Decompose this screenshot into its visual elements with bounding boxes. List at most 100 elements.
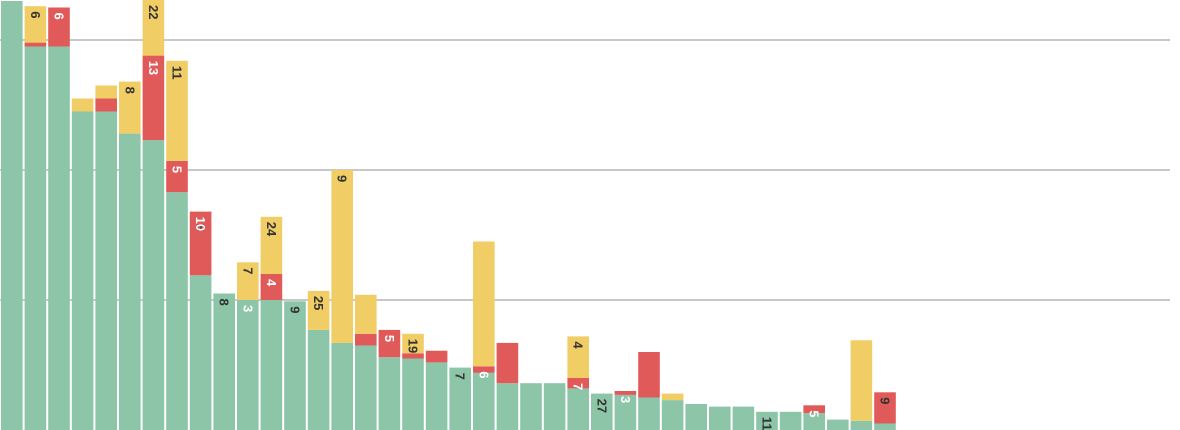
bar-27-red-segment xyxy=(638,352,660,398)
bar-10-yellow-segment xyxy=(237,262,259,300)
bar-22-base-segment xyxy=(520,383,542,430)
data-label-bar-24-yellow: 4 xyxy=(571,341,586,349)
data-label-bar-7-red: 5 xyxy=(170,166,185,173)
bar-15-yellow-segment xyxy=(355,294,377,334)
bar-32-base-segment xyxy=(756,411,778,430)
bar-35-base-segment xyxy=(827,419,849,430)
data-label-bar-11-red: 4 xyxy=(264,279,279,287)
bar-7-base-segment xyxy=(166,192,188,430)
data-label-bar-6-red: 13 xyxy=(146,61,161,75)
bar-1-yellow-segment xyxy=(24,6,47,43)
bar-4-red-segment xyxy=(95,98,117,112)
data-label-bar-5-yellow: 8 xyxy=(122,87,137,94)
data-label-bar-8-yellow: 18 xyxy=(193,217,208,231)
data-label-bar-12-yellow: 9 xyxy=(288,306,303,313)
data-label-bar-16-red: 5 xyxy=(382,335,397,342)
data-label-bar-6-yellow: 22 xyxy=(146,5,161,19)
data-label-bar-14-yellow: 9 xyxy=(335,175,350,182)
bar-18-base-segment xyxy=(425,362,448,430)
bar-1-red-segment xyxy=(24,42,47,47)
bar-34-red-segment xyxy=(803,405,825,414)
bar-26-base-segment xyxy=(614,394,637,430)
data-label-bar-10-red: 3 xyxy=(240,305,255,312)
bar-14-base-segment xyxy=(331,342,353,430)
bar-7-yellow-segment xyxy=(166,60,188,161)
bar-36-base-segment xyxy=(850,420,873,430)
bar-11-yellow-segment xyxy=(260,216,283,274)
bar-21-base-segment xyxy=(496,383,519,430)
data-label-bar-1-yellow: 6 xyxy=(28,11,43,18)
bar-28-yellow-segment xyxy=(661,393,684,401)
bar-1-base-segment xyxy=(24,46,47,430)
bar-5-yellow-segment xyxy=(119,81,141,134)
bar-17-yellow-segment xyxy=(402,333,424,354)
bar-29-base-segment xyxy=(685,404,707,430)
bar-23-base-segment xyxy=(543,383,566,430)
bar-6-base-segment xyxy=(142,140,165,430)
bar-18-red-segment xyxy=(425,350,448,363)
data-label-bar-11-yellow: 24 xyxy=(264,222,279,237)
data-label-bar-24-red: 7 xyxy=(571,383,586,390)
data-label-bar-26-red: 3 xyxy=(618,396,633,403)
bar-15-base-segment xyxy=(355,345,377,430)
bar-7-red-segment xyxy=(166,160,188,193)
bar-27-base-segment xyxy=(638,397,660,430)
bar-11-red-segment xyxy=(260,274,283,300)
bar-26-red-segment xyxy=(614,391,637,395)
bar-14-yellow-segment xyxy=(331,170,353,343)
bar-30-base-segment xyxy=(709,406,731,430)
data-label-bar-17-yellow: 19 xyxy=(406,339,421,353)
bar-13-yellow-segment xyxy=(307,290,330,330)
bar-10-base-segment xyxy=(237,300,259,430)
bar-31-base-segment xyxy=(732,406,755,430)
bar-34-base-segment xyxy=(803,413,825,430)
data-label-bar-9-yellow: 8 xyxy=(217,299,232,306)
bar-6-red-segment xyxy=(142,55,165,141)
data-label-bar-25-yellow: 27 xyxy=(594,399,609,413)
bar-37-base-segment xyxy=(874,423,896,430)
bar-4-yellow-segment xyxy=(95,85,117,99)
bar-5-base-segment xyxy=(119,133,141,430)
bar-24-base-segment xyxy=(567,388,589,430)
data-label-bar-7-yellow: 11 xyxy=(170,66,185,80)
data-label-bar-2-red: 6 xyxy=(52,13,67,20)
bar-19-base-segment xyxy=(449,367,471,430)
data-label-bar-32-yellow: 11 xyxy=(760,417,775,430)
data-label-bar-13-yellow: 25 xyxy=(311,296,326,310)
bar-21-red-segment xyxy=(496,342,519,384)
data-label-bar-20-red: 6 xyxy=(476,371,491,378)
bar-20-base-segment xyxy=(473,372,495,430)
data-label-bar-10-yellow: 7 xyxy=(240,267,255,274)
data-label-bar-37-yellow: 9 xyxy=(878,397,893,404)
bar-24-red-segment xyxy=(567,378,589,389)
bar-2-base-segment xyxy=(48,46,70,430)
bar-20-red-segment xyxy=(473,366,495,373)
bar-9-base-segment xyxy=(213,293,235,430)
bar-8-base-segment xyxy=(189,275,212,430)
bar-37-red-segment xyxy=(874,392,896,424)
data-label-bar-8-red: 10 xyxy=(193,217,208,231)
bar-36-yellow-segment xyxy=(850,340,873,421)
bar-12-base-segment xyxy=(284,301,306,430)
bar-16-red-segment xyxy=(378,329,401,358)
bar-17-base-segment xyxy=(402,358,424,430)
data-label-bar-34-red: 5 xyxy=(807,410,822,417)
bar-3-yellow-segment xyxy=(71,98,94,112)
bar-6-yellow-segment xyxy=(142,0,165,56)
bar-33-base-segment xyxy=(779,411,802,430)
bar-28-base-segment xyxy=(661,400,684,430)
bar-15-red-segment xyxy=(355,333,377,346)
bar-3-base-segment xyxy=(71,111,94,430)
bar-11-base-segment xyxy=(260,300,283,430)
bar-17-red-segment xyxy=(402,353,424,359)
bar-13-base-segment xyxy=(307,329,330,430)
bar-4-base-segment xyxy=(95,111,117,430)
bar-24-yellow-segment xyxy=(567,336,589,378)
bar-16-base-segment xyxy=(378,357,401,430)
bar-25-base-segment xyxy=(591,393,613,430)
bar-8-red-segment xyxy=(189,211,212,276)
data-label-bar-19-yellow: 7 xyxy=(453,373,468,380)
bar-20-yellow-segment xyxy=(473,241,495,367)
